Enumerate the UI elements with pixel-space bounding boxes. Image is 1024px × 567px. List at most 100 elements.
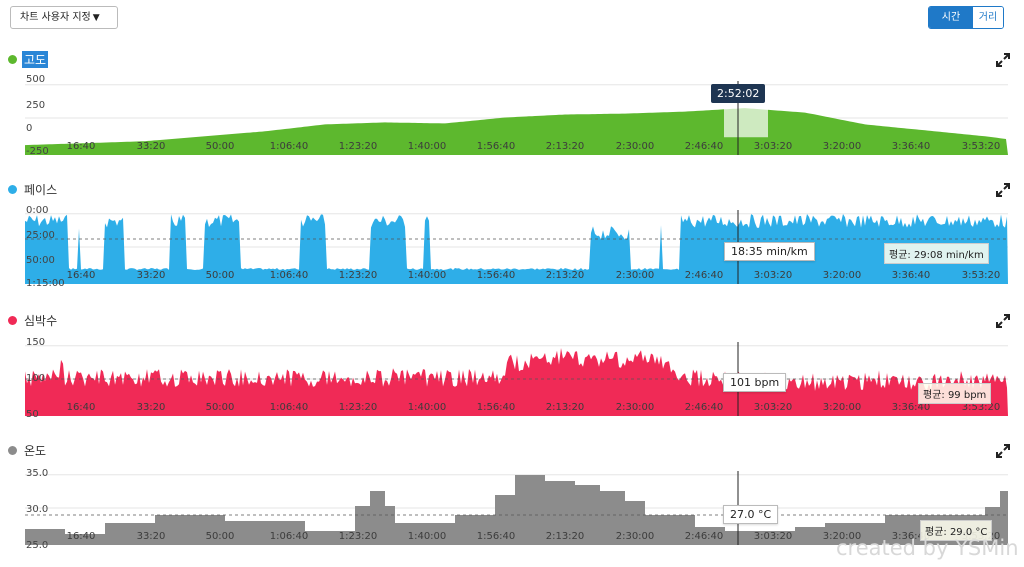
pace-x-tick-label: 1:06:40 xyxy=(269,270,309,281)
elevation-y-tick-label: -250 xyxy=(26,146,49,157)
heartrate-title-text[interactable]: 심박수 xyxy=(24,313,58,328)
elevation-chart[interactable] xyxy=(25,81,1008,155)
temperature-x-tick-label: 2:13:20 xyxy=(545,531,585,542)
heartrate-expand-icon[interactable] xyxy=(996,314,1010,328)
temperature-title: 온도 xyxy=(8,442,48,458)
temperature-panel: 온도 16:40 33:20 50:00 1:06:40 1:23:20 1:40:00 1:… xyxy=(0,442,1024,552)
heartrate-x-tick-label: 2:13:20 xyxy=(545,402,585,413)
temperature-legend-dot xyxy=(8,445,17,455)
heartrate-average-label: 평균: 99 bpm xyxy=(918,383,992,404)
elevation-x-tick-label: 1:56:40 xyxy=(476,141,516,152)
elevation-x-tick-label: 2:46:40 xyxy=(684,141,724,152)
elevation-x-tick-label: 3:53:20 xyxy=(961,141,1001,152)
temperature-x-tick-label: 16:40 xyxy=(66,531,96,542)
heartrate-x-tick-label: 16:40 xyxy=(66,402,96,413)
pace-x-tick-label: 2:13:20 xyxy=(545,270,585,281)
toggle-time-button[interactable]: 시간 xyxy=(929,7,973,28)
elevation-x-tick-label: 1:06:40 xyxy=(269,141,309,152)
temperature-expand-icon[interactable] xyxy=(996,444,1010,458)
pace-x-tick-label: 3:03:20 xyxy=(753,270,793,281)
temperature-series-area xyxy=(25,475,1008,545)
elevation-y-tick-label: 0 xyxy=(26,123,33,134)
temperature-value-tooltip: 27.0 °C xyxy=(723,505,779,524)
temperature-x-tick-label: 2:46:40 xyxy=(684,531,724,542)
heartrate-x-tick-label: 1:06:40 xyxy=(269,402,309,413)
temperature-chart[interactable] xyxy=(25,471,1008,545)
temperature-x-tick-label: 1:40:00 xyxy=(407,531,447,542)
heartrate-x-tick-label: 1:40:00 xyxy=(407,402,447,413)
customize-chart-label: 차트 사용자 지정 xyxy=(20,12,91,23)
heartrate-x-tick-label: 3:20:00 xyxy=(822,402,862,413)
temperature-x-tick-label: 2:30:00 xyxy=(615,531,655,542)
heartrate-x-tick-label: 3:03:20 xyxy=(753,402,793,413)
pace-value-tooltip: 18:35 min/km xyxy=(724,242,815,261)
pace-y-tick-label: 0:00 xyxy=(26,205,49,216)
elevation-x-tick-label: 33:20 xyxy=(136,141,166,152)
heartrate-x-tick-label: 2:30:00 xyxy=(615,402,655,413)
elevation-title-text[interactable]: 고도 xyxy=(22,50,49,68)
caret-down-icon: ▼ xyxy=(92,13,100,23)
pace-x-tick-label: 33:20 xyxy=(136,270,166,281)
heartrate-x-tick-label: 3:36:40 xyxy=(891,402,931,413)
heartrate-y-tick-label: 150 xyxy=(26,337,46,348)
temperature-x-tick-label: 1:06:40 xyxy=(269,531,309,542)
heartrate-legend-dot xyxy=(8,315,17,325)
pace-title: 페이스 xyxy=(8,181,59,197)
heartrate-value-tooltip: 101 bpm xyxy=(723,373,787,392)
temperature-title-text[interactable]: 온도 xyxy=(24,443,47,458)
heartrate-x-tick-label: 33:20 xyxy=(136,402,166,413)
elevation-y-tick-label: 250 xyxy=(26,100,46,111)
elevation-y-tick-label: 500 xyxy=(26,74,46,85)
pace-average-label: 평균: 29:08 min/km xyxy=(884,243,989,264)
heartrate-y-tick-label: 100 xyxy=(26,373,46,384)
pace-x-tick-label: 2:46:40 xyxy=(684,270,724,281)
pace-legend-dot xyxy=(8,184,17,194)
temperature-x-tick-label: 3:03:20 xyxy=(753,531,793,542)
elevation-x-tick-label: 1:23:20 xyxy=(338,141,378,152)
heartrate-series-area xyxy=(25,348,1008,416)
elevation-x-tick-label: 1:40:00 xyxy=(407,141,447,152)
pace-y-tick-label: 1:15:00 xyxy=(26,278,65,289)
temperature-x-tick-label: 1:23:20 xyxy=(338,531,378,542)
toolbar: 차트 사용자 지정 ▼ 시간 거리 xyxy=(0,0,1024,36)
customize-chart-button[interactable]: 차트 사용자 지정 ▼ xyxy=(10,6,118,29)
elevation-hover-band xyxy=(724,107,768,138)
pace-x-tick-label: 16:40 xyxy=(66,270,96,281)
heartrate-x-tick-label: 50:00 xyxy=(205,402,235,413)
temperature-y-tick-label: 30.0 xyxy=(26,504,49,515)
elevation-x-tick-label: 2:13:20 xyxy=(545,141,585,152)
elevation-panel: 고도 16:40 33:20 50:00 1:06:40 1:23:20 1:40:00 1:… xyxy=(0,50,1024,161)
temperature-x-tick-label: 3:36:40 xyxy=(891,531,931,542)
heartrate-title: 심박수 xyxy=(8,312,59,328)
x-axis-mode-toggle[interactable]: 시간 거리 xyxy=(928,6,1004,29)
elevation-x-tick-label: 16:40 xyxy=(66,141,96,152)
pace-x-tick-label: 3:20:00 xyxy=(822,270,862,281)
pace-expand-icon[interactable] xyxy=(996,183,1010,197)
elevation-title: 고도 xyxy=(8,50,49,68)
temperature-average-label: 평균: 29.0 °C xyxy=(920,520,993,541)
pace-x-tick-label: 1:56:40 xyxy=(476,270,516,281)
toggle-distance-button[interactable]: 거리 xyxy=(973,7,1003,28)
elevation-x-tick-label: 2:30:00 xyxy=(615,141,655,152)
temperature-y-tick-label: 25.0 xyxy=(26,540,49,551)
temperature-y-tick-label: 35.0 xyxy=(26,468,49,479)
cursor-time-tooltip: 2:52:02 xyxy=(711,84,766,103)
heartrate-x-tick-label: 3:53:20 xyxy=(961,402,1001,413)
elevation-x-tick-label: 50:00 xyxy=(205,141,235,152)
heartrate-x-tick-label: 1:23:20 xyxy=(338,402,378,413)
elevation-legend-dot xyxy=(8,54,17,64)
pace-title-text[interactable]: 페이스 xyxy=(24,182,58,197)
heartrate-chart[interactable] xyxy=(25,342,1008,416)
pace-x-tick-label: 50:00 xyxy=(205,270,235,281)
elevation-x-tick-label: 3:36:40 xyxy=(891,141,931,152)
elevation-x-tick-label: 3:20:00 xyxy=(822,141,862,152)
pace-series-area xyxy=(25,214,1008,284)
temperature-x-tick-label: 33:20 xyxy=(136,531,166,542)
heartrate-y-tick-label: 50 xyxy=(26,409,39,420)
elevation-x-tick-label: 3:03:20 xyxy=(753,141,793,152)
elevation-expand-icon[interactable] xyxy=(996,53,1010,67)
pace-y-tick-label: 25:00 xyxy=(26,230,55,241)
temperature-x-tick-label: 1:56:40 xyxy=(476,531,516,542)
pace-x-tick-label: 3:53:20 xyxy=(961,270,1001,281)
pace-chart[interactable] xyxy=(25,210,1008,284)
